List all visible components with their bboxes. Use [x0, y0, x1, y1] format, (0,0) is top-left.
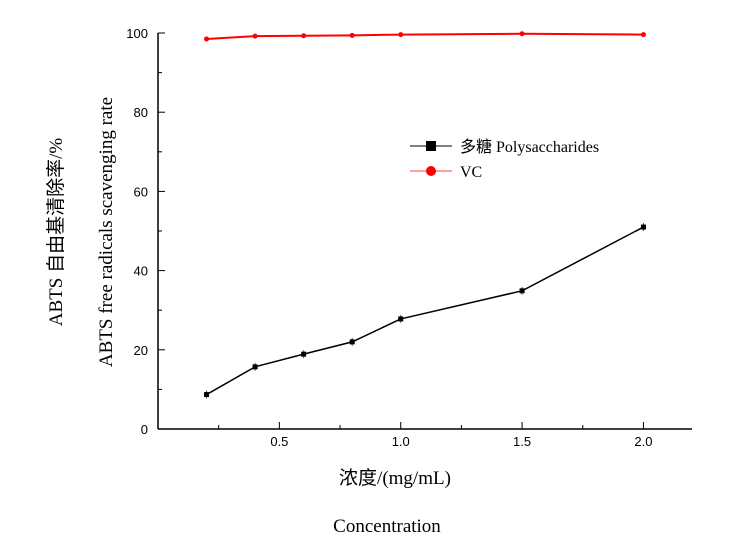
data-point: [349, 339, 355, 345]
data-point: [398, 316, 404, 322]
y-axis-label-en: ABTS free radicals scavenging rate: [96, 97, 117, 367]
legend-marker: [426, 141, 436, 151]
data-point: [349, 32, 355, 38]
y-tick-label: 100: [126, 26, 148, 41]
legend: 多糖 Polysaccharides VC: [410, 138, 599, 181]
data-point: [301, 351, 307, 357]
data-point: [301, 33, 307, 39]
data-point: [252, 33, 258, 39]
x-tick-label: 0.5: [270, 434, 288, 449]
data-point: [204, 392, 210, 398]
x-tick-label: 1.0: [392, 434, 410, 449]
legend-marker: [426, 166, 436, 176]
x-tick-label: 1.5: [513, 434, 531, 449]
series-line: [206, 32, 644, 40]
y-tick-label: 40: [134, 264, 148, 279]
data-point: [640, 32, 646, 38]
data-point: [519, 31, 525, 37]
data-point: [640, 224, 646, 230]
x-axis-label-en: Concentration: [333, 516, 441, 537]
y-tick-label: 0: [141, 422, 148, 437]
series-line: [206, 226, 644, 396]
y-tick-label: 60: [134, 184, 148, 199]
y-tick-label: 80: [134, 105, 148, 120]
data-point: [252, 364, 258, 370]
legend-label: 多糖 Polysaccharides: [460, 138, 599, 156]
y-tick-label: 20: [134, 343, 148, 358]
y-axis-label-cn: ABTS 自由基清除率/%: [45, 138, 67, 327]
legend-label: VC: [460, 164, 482, 181]
x-axis-label-cn: 浓度/(mg/mL): [339, 467, 451, 489]
data-point: [519, 288, 525, 294]
data-point: [398, 32, 404, 38]
data-point: [204, 36, 210, 42]
x-tick-label: 2.0: [634, 434, 652, 449]
